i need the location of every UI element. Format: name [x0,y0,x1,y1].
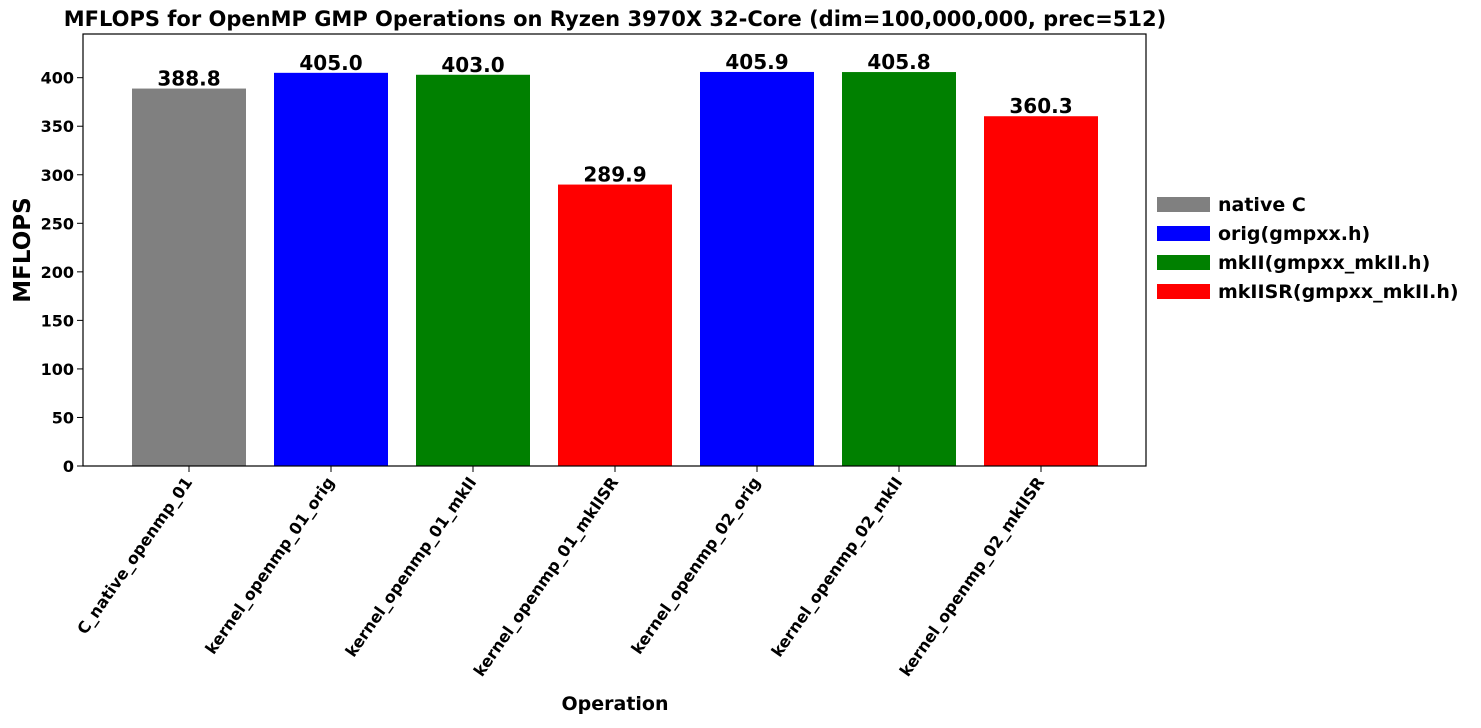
x-tick-label: C_native_openmp_01 [73,473,196,637]
legend-label: mkIISR(gmpxx_mkII.h) [1218,281,1459,303]
legend-swatch [1157,197,1210,212]
data-label: 388.8 [157,67,220,91]
x-axis: C_native_openmp_01 kernel_openmp_01_orig k… [73,466,1048,680]
legend-label: orig(gmpxx.h) [1218,223,1370,245]
bar-kernel-openmp-02-mkii [842,72,956,466]
bar-c-native-openmp-01 [132,88,246,467]
data-label: 405.8 [867,50,930,74]
legend-label: native C [1218,194,1306,216]
y-tick-label: 300 [41,166,74,185]
y-tick-label: 0 [63,457,74,476]
plot-frame [82,33,1147,467]
y-axis-label: MFLOPS [10,197,36,302]
legend-swatch [1157,255,1210,270]
legend: native C orig(gmpxx.h) mkII(gmpxx_mkII.h)m… [1157,194,1459,303]
y-axis: 0 50 100 150 200 250 300 350 400 [41,69,83,476]
bar-kernel-openmp-01-mkiisr [558,184,672,467]
y-tick-label: 250 [41,214,74,233]
x-tick-label: kernel_openmp_01_mkIISR [470,473,623,680]
data-label: 403.0 [441,53,504,77]
data-label: 289.9 [583,163,646,187]
y-tick-label: 150 [41,311,74,330]
y-tick-label: 50 [52,408,74,427]
x-tick-label: kernel_openmp_01_orig [201,473,338,657]
data-labels-layer: 388.8 405.0 403.0 289.9 405.9 405.8 360.3 [157,50,1072,187]
bar-kernel-openmp-02-orig [700,71,814,466]
data-label: 360.3 [1009,94,1072,118]
x-tick-label: kernel_openmp_02_mkIISR [896,473,1049,680]
bar-kernel-openmp-01-mkii [416,74,530,466]
bar-kernel-openmp-01-orig [274,72,388,467]
chart-title: MFLOPS for OpenMP GMP Operations on Ryze… [64,7,1167,31]
bars-layer [132,71,1098,467]
y-tick-label: 350 [41,117,74,136]
x-axis-label: Operation [561,693,668,715]
x-tick-label: kernel_openmp_01_mkII [341,473,480,660]
y-tick-label: 200 [41,263,74,282]
legend-label: mkII(gmpxx_mkII.h) [1218,252,1430,274]
legend-swatch [1157,284,1210,299]
y-tick-label: 100 [41,360,74,379]
data-label: 405.0 [299,51,362,75]
x-tick-label: kernel_openmp_02_mkII [767,473,906,660]
bar-kernel-openmp-02-mkiisr [984,116,1098,466]
y-tick-label: 400 [41,69,74,88]
data-label: 405.9 [725,50,788,74]
x-tick-label: kernel_openmp_02_orig [627,473,764,657]
legend-swatch [1157,226,1210,241]
